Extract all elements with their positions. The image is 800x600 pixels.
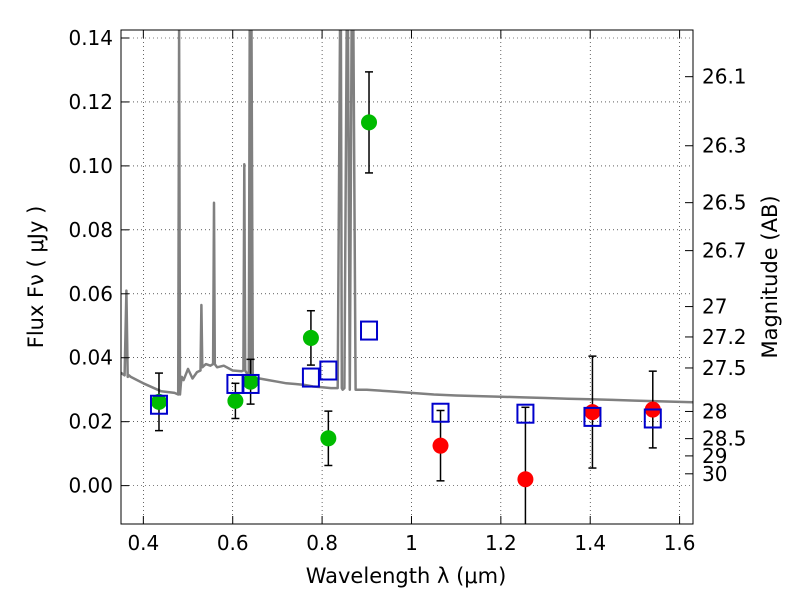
model-photometry-point [301, 367, 320, 388]
nir-detection-point [517, 471, 534, 488]
model-photometry-point [319, 360, 338, 381]
mag-tick-label: 28.5 [702, 427, 747, 451]
optical-detection-point [361, 114, 378, 131]
plot-frame [120, 29, 694, 525]
model-photometry-point [643, 408, 662, 429]
mag-tick-label: 26.5 [702, 191, 747, 215]
x-axis-label: Wavelength λ (μm) [306, 564, 507, 588]
y-tick-label: 0.00 [68, 474, 113, 498]
nir-detection-point [584, 404, 601, 421]
x-tick-label: 1.4 [574, 531, 606, 555]
y-tick-label: 0.10 [68, 154, 113, 178]
x-tick-label: 1.2 [485, 531, 517, 555]
y2-axis-label: Magnitude (AB) [758, 195, 782, 358]
x-tick-label: 1 [405, 531, 418, 555]
mag-tick-label: 27.2 [702, 325, 747, 349]
y-tick-label: 0.04 [68, 346, 113, 370]
mag-tick-label: 26.7 [702, 239, 747, 263]
x-tick-label: 0.8 [306, 531, 338, 555]
model-photometry-point [516, 403, 535, 424]
y-tick-label: 0.06 [68, 282, 113, 306]
points-layer [149, 71, 662, 524]
x-tick-label: 1.6 [664, 531, 696, 555]
model-photometry-point [241, 373, 260, 394]
model-photometry-point [431, 402, 450, 423]
mag-tick-label: 26.1 [702, 65, 747, 89]
model-photometry-point [583, 406, 602, 427]
mag-tick-label: 29 [702, 444, 727, 468]
y-axis-label: Flux Fν ( μJy ) [24, 206, 48, 349]
optical-detection-point [302, 329, 319, 346]
optical-detection-point [227, 392, 244, 409]
axis-ticks: 0.4 0.6 0.8 1 1.2 1.4 1.6 0.00 0.02 0.04 0.06 0.08 0… [68, 26, 746, 555]
y-tick-label: 0.08 [68, 218, 113, 242]
mag-tick-label: 30 [702, 462, 727, 486]
y-tick-label: 0.12 [68, 90, 113, 114]
model-photometry-point [149, 394, 168, 415]
optical-detection-point [242, 373, 259, 390]
y-tick-label: 0.14 [68, 26, 113, 50]
x-tick-label: 0.6 [217, 531, 249, 555]
optical-detection-point [150, 393, 167, 410]
mag-tick-label: 28 [702, 399, 727, 423]
mag-tick-label: 27.5 [702, 356, 747, 380]
mag-tick-label: 26.3 [702, 134, 747, 158]
nir-detection-point [432, 437, 449, 454]
optical-detection-point [320, 430, 337, 447]
model-photometry-point [360, 320, 379, 341]
y-tick-label: 0.02 [68, 410, 113, 434]
x-tick-label: 0.4 [127, 531, 159, 555]
mag-tick-label: 27 [702, 295, 727, 319]
grid-lines [121, 30, 693, 524]
